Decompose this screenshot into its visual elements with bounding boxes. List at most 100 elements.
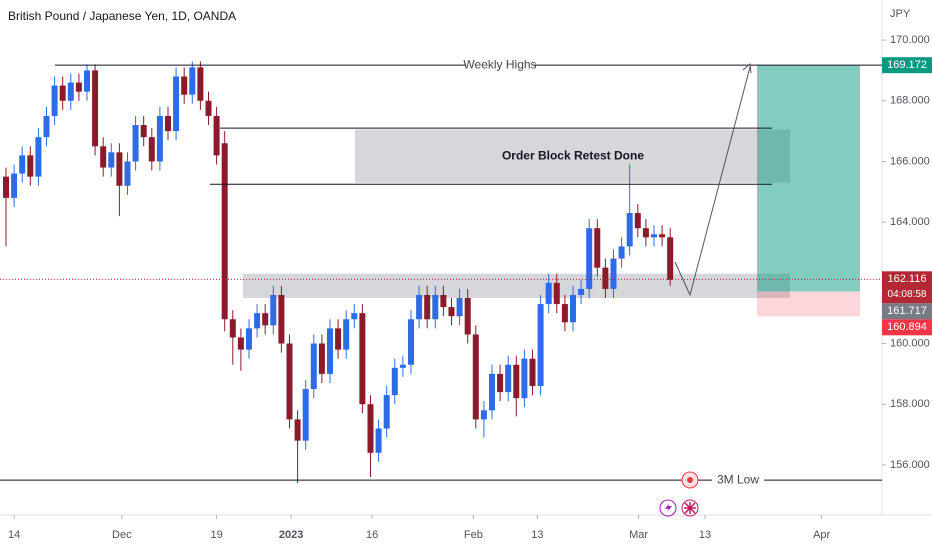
candle-body [294,419,301,441]
y-tick-label: 166.000 [890,155,930,167]
candle-body [11,173,18,198]
candle-body [351,313,358,320]
order-block-label: Order Block Retest Done [502,148,644,162]
candle-body [221,143,228,320]
stop-zone [757,291,860,317]
candle-body [513,364,520,399]
candle-body [432,294,439,320]
price-tag-label: 161.717 [887,305,927,317]
target-zone [757,65,860,292]
candle-body [75,82,82,92]
candle-body [343,319,350,350]
candle-body [35,137,42,177]
weekly-highs-label-bg [466,58,534,73]
zones [243,65,860,317]
candle-body [173,76,180,132]
candle-body [594,228,601,268]
candle-body [59,85,66,101]
candle-body [375,428,382,453]
candle-body [83,70,90,92]
candles [2,61,674,484]
candle-body [302,389,309,441]
price-tag [882,271,932,304]
candle-body [464,298,471,335]
candle-body [205,100,212,116]
candle-body [553,282,560,305]
price-tag-label: 169.172 [887,59,927,71]
candle-body [213,115,220,156]
candle-body [497,373,504,393]
x-tick-label: Dec [112,529,132,541]
low-label: 3M Low [717,472,759,486]
candle-body [367,404,374,453]
candle-body [27,155,34,177]
x-tick-label: 14 [8,529,20,541]
candle-body [335,328,342,350]
candle-body [189,67,196,95]
candle-body [456,298,463,317]
candle-body [19,155,26,174]
price-tag [882,303,932,320]
currency-label: JPY [890,8,911,20]
candle-body [164,115,171,132]
candle-body [634,213,641,229]
x-tick-label: Mar [629,529,648,541]
candle-body [610,258,617,289]
candle-body [2,176,9,198]
overlay: Weekly Highs Order Block Retest Done 3M Lo… [0,57,882,488]
candle-body [505,364,512,393]
x-tick-label: 13 [531,529,543,541]
x-tick-label: 2023 [279,529,303,541]
candle-body [310,343,317,390]
candle-body [561,304,568,323]
x-tick-label: Apr [813,529,830,541]
candle-body [245,328,252,350]
candle-body [237,337,244,350]
y-tick-label: 160.000 [890,337,930,349]
candle-body [359,313,366,405]
candle-body [650,234,657,238]
candle-body [254,313,261,329]
candle-body [108,152,115,168]
retest-zone [243,273,790,299]
flag-glyph [684,502,696,514]
candle-body [116,152,123,186]
candle-body [448,307,455,317]
arrow-head [742,63,752,74]
candle-body [326,328,333,374]
candle-body [100,146,107,168]
candle-body [521,358,528,399]
order-block-zone [355,129,790,183]
candle-body [278,294,285,344]
candle-body [440,294,447,308]
candle-body [578,288,585,295]
candle-body [197,67,204,101]
candle-body [416,294,423,320]
candle-body [391,367,398,396]
candle-body [545,282,552,305]
event-marker-dot [687,477,693,483]
weekly-highs-label: Weekly Highs [463,57,536,71]
lightning-glyph [665,502,672,514]
candle-body [132,125,139,162]
candle-body [181,76,188,95]
candle-body [318,343,325,374]
low-label-bg [712,473,764,488]
candle-body [229,319,236,338]
candle-body [569,294,576,323]
x-tick-label: 13 [699,529,711,541]
candle-body [626,213,633,247]
price-tag-label: 162.116 [888,273,927,285]
candle-body [92,70,99,147]
candle-body [140,125,147,138]
candle-body [537,304,544,387]
candle-body [51,85,58,116]
candle-body [43,115,50,138]
candle-body [667,237,674,280]
candle-body [480,410,487,420]
candle-body [383,395,390,429]
candle-body [618,246,625,259]
candle-body [642,228,649,238]
x-tick-label: 19 [210,529,222,541]
